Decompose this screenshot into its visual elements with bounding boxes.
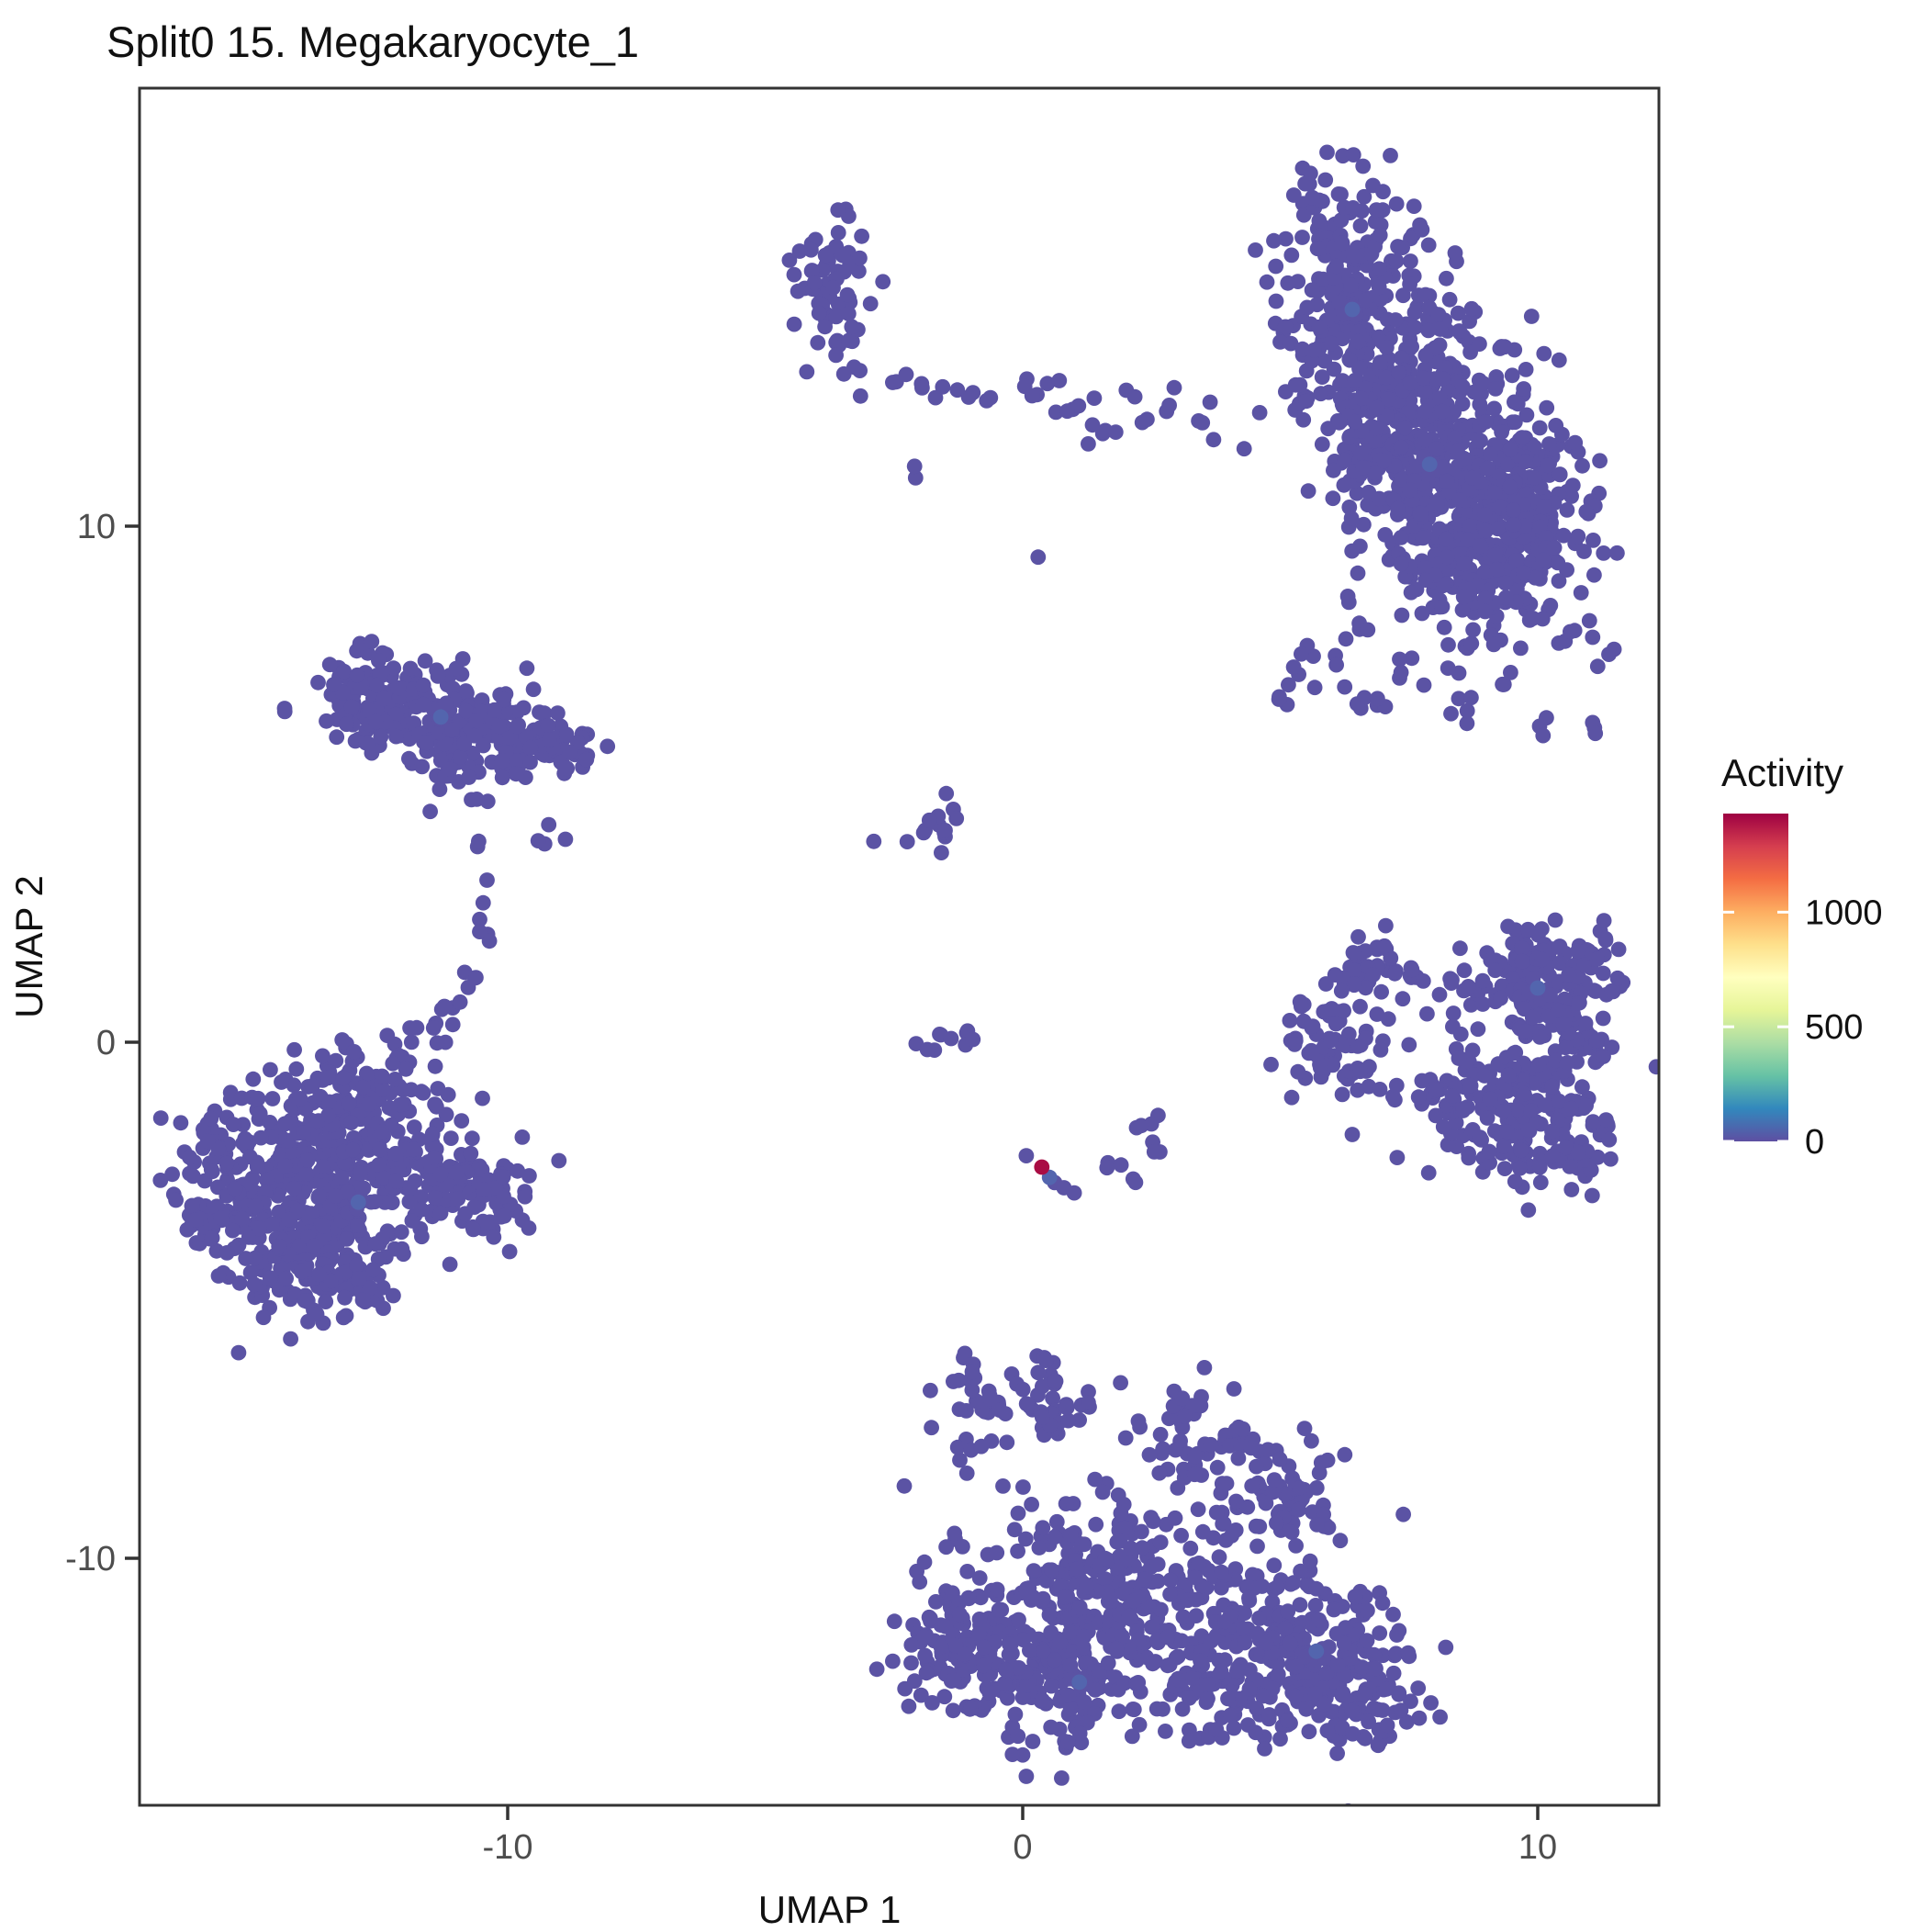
legend-tick-label: 0 bbox=[1805, 1123, 1824, 1162]
mid-activity-point bbox=[1308, 1643, 1325, 1659]
legend-colorbar bbox=[1723, 814, 1788, 1141]
highlighted-cell-point bbox=[1034, 1159, 1050, 1175]
y-axis-label: UMAP 2 bbox=[7, 875, 50, 1018]
mid-activity-point bbox=[1421, 456, 1438, 472]
x-tick-label: 10 bbox=[1518, 1828, 1557, 1867]
legend-tick-labels: 0 500 1000 bbox=[1723, 893, 1883, 1162]
mid-activity-point bbox=[1344, 301, 1361, 318]
mid-activity-point bbox=[1529, 980, 1546, 996]
y-tick-label: 10 bbox=[77, 508, 116, 546]
legend-tick-label: 500 bbox=[1805, 1008, 1863, 1047]
x-axis-label: UMAP 1 bbox=[758, 1888, 902, 1927]
y-axis-ticks: 10 0 -10 bbox=[65, 508, 140, 1578]
y-tick-label: -10 bbox=[65, 1540, 116, 1578]
mid-activity-point bbox=[350, 1194, 366, 1210]
y-tick-label: 0 bbox=[96, 1024, 116, 1062]
legend-title: Activity bbox=[1721, 751, 1843, 794]
x-tick-label: -10 bbox=[483, 1828, 533, 1867]
mid-activity-point bbox=[432, 709, 449, 725]
scatter-points bbox=[152, 144, 1659, 1805]
x-axis-ticks: -10 0 10 bbox=[483, 1805, 1557, 1867]
legend-tick-label: 1000 bbox=[1805, 893, 1883, 932]
x-tick-label: 0 bbox=[1013, 1828, 1032, 1867]
mid-activity-point bbox=[1071, 1674, 1088, 1690]
legend: Activity 0 500 1000 bbox=[1721, 751, 1883, 1162]
panel-border bbox=[138, 86, 1661, 1807]
plot-title: Split0 15. Megakaryocyte_1 bbox=[106, 17, 639, 66]
